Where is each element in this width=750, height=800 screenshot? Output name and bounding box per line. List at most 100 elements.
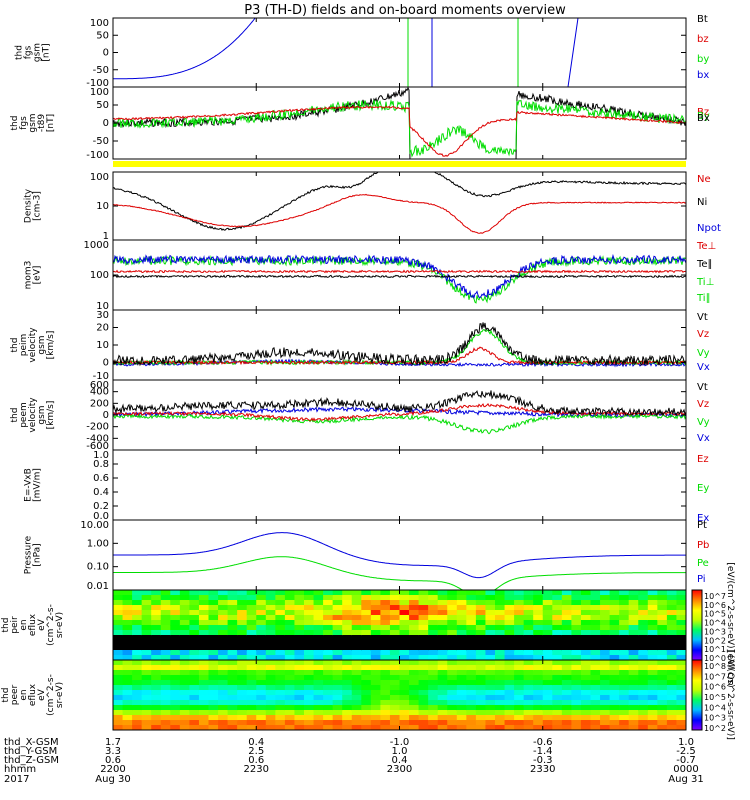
- heatmap-cell: [495, 645, 506, 651]
- heatmap-cell: [590, 600, 601, 606]
- heatmap-cell: [132, 695, 143, 701]
- heatmap-cell: [351, 590, 362, 596]
- heatmap-cell: [504, 650, 515, 656]
- heatmap-cell: [437, 665, 448, 671]
- heatmap-cell: [514, 720, 525, 726]
- heatmap-cell: [580, 635, 592, 641]
- heatmap-cell: [275, 695, 286, 701]
- heatmap-cell: [198, 675, 210, 681]
- heatmap-cell: [351, 635, 362, 641]
- heatmap-cell: [304, 610, 315, 616]
- heatmap-cell: [561, 645, 572, 651]
- heatmap-cell: [475, 710, 487, 716]
- heatmap-cell: [113, 645, 124, 651]
- heatmap-cell: [198, 605, 210, 611]
- heatmap-cell: [580, 620, 592, 626]
- heatmap-cell: [514, 635, 525, 641]
- heatmap-cell: [265, 590, 276, 596]
- heatmap-cell: [361, 600, 372, 606]
- heatmap-cell: [409, 660, 420, 666]
- heatmap-cell: [533, 640, 544, 646]
- heatmap-cell: [628, 710, 639, 716]
- heatmap-cell: [514, 670, 525, 676]
- heatmap-cell: [361, 610, 372, 616]
- heatmap-cell: [332, 695, 343, 701]
- heatmap-cell: [265, 635, 276, 641]
- heatmap-cell: [428, 615, 439, 621]
- heatmap-cell: [256, 690, 267, 696]
- heatmap-cell: [580, 705, 592, 711]
- heatmap-cell: [561, 655, 572, 660]
- heatmap-cell: [198, 640, 210, 646]
- heatmap-cell: [628, 630, 639, 636]
- heatmap-cell: [657, 675, 668, 681]
- heatmap-cell: [600, 660, 611, 666]
- heatmap-cell: [227, 660, 238, 666]
- heatmap-cell: [552, 710, 563, 716]
- heatmap-cell: [160, 670, 171, 676]
- heatmap-cell: [571, 610, 582, 616]
- heatmap-cell: [552, 600, 563, 606]
- heatmap-cell: [351, 690, 362, 696]
- heatmap-cell: [485, 660, 496, 666]
- heatmap-cell: [132, 640, 143, 646]
- heatmap-cell: [342, 600, 353, 606]
- heatmap-cell: [208, 600, 219, 606]
- heatmap-cell: [542, 705, 553, 711]
- heatmap-cell: [666, 705, 678, 711]
- heatmap-cell: [198, 610, 210, 616]
- orbit-row-label: thd_Y-GSM: [4, 746, 57, 757]
- heatmap-cell: [409, 630, 420, 636]
- heatmap-cell: [638, 590, 649, 596]
- heatmap-cell: [428, 725, 439, 730]
- heatmap-cell: [160, 625, 171, 631]
- heatmap-cell: [151, 625, 162, 631]
- heatmap-cell: [657, 625, 668, 631]
- heatmap-cell: [160, 600, 171, 606]
- heatmap-cell: [370, 710, 381, 716]
- heatmap-cell: [170, 670, 181, 676]
- heatmap-cell: [542, 655, 553, 660]
- heatmap-cell: [256, 680, 267, 686]
- heatmap-cell: [542, 725, 553, 730]
- heatmap-cell: [151, 600, 162, 606]
- heatmap-cell: [447, 660, 458, 666]
- heatmap-cell: [170, 700, 181, 706]
- heatmap-cell: [619, 695, 630, 701]
- legend-te⊥: Te⊥: [696, 241, 716, 252]
- heatmap-cell: [399, 685, 410, 691]
- heatmap-cell: [676, 640, 686, 646]
- heatmap-cell: [447, 700, 458, 706]
- heatmap-cell: [485, 665, 496, 671]
- heatmap-cell: [294, 665, 305, 671]
- heatmap-cell: [198, 700, 210, 706]
- heatmap-cell: [170, 715, 181, 721]
- heatmap-cell: [304, 630, 315, 636]
- heatmap-cell: [428, 640, 439, 646]
- heatmap-cell: [638, 650, 649, 656]
- heatmap-cell: [389, 645, 401, 651]
- heatmap-cell: [638, 705, 649, 711]
- heatmap-cell: [590, 720, 601, 726]
- heatmap-cell: [323, 715, 334, 721]
- heatmap-cell: [370, 625, 381, 631]
- legend-vx: Vx: [697, 433, 710, 444]
- heatmap-cell: [179, 685, 190, 691]
- heatmap-cell: [179, 675, 190, 681]
- heatmap-cell: [409, 695, 420, 701]
- heatmap-cell: [533, 670, 544, 676]
- heatmap-cell: [113, 695, 124, 701]
- heatmap-cell: [437, 705, 448, 711]
- heatmap-cell: [218, 635, 229, 641]
- heatmap-cell: [561, 650, 572, 656]
- heatmap-cell: [189, 700, 200, 706]
- heatmap-cell: [265, 675, 276, 681]
- heatmap-cell: [380, 645, 391, 651]
- heatmap-cell: [676, 610, 686, 616]
- heatmap-cell: [514, 640, 525, 646]
- legend-ez: Ez: [697, 454, 709, 465]
- heatmap-cell: [179, 600, 190, 606]
- heatmap-cell: [208, 710, 219, 716]
- heatmap-cell: [466, 650, 477, 656]
- heatmap-cell: [313, 680, 324, 686]
